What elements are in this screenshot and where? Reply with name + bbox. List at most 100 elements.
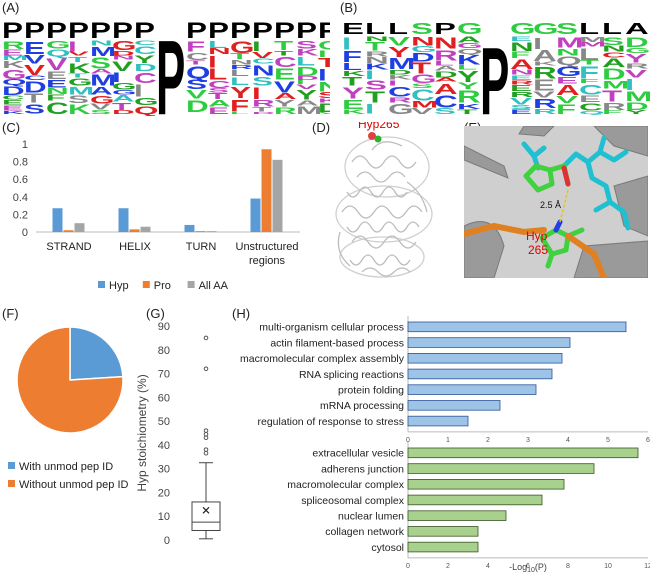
logo-glyph: T — [457, 109, 478, 116]
chart-f-slice — [69, 326, 124, 381]
logo-glyph: T — [579, 60, 600, 67]
logo-glyph: D — [112, 49, 135, 56]
logo-b-letter: S — [556, 20, 578, 37]
logo-glyph: K — [318, 97, 330, 103]
protein-cartoon — [335, 136, 433, 278]
chart-c-bar — [261, 149, 272, 232]
logo-glyph: I — [365, 101, 374, 116]
chart-g-boxplot: 0 10 20 30 40 50 60 70 80 90 Hyp stoichiometry (%) — [135, 321, 221, 547]
logo-glyph: L — [230, 111, 249, 115]
logo-glyph: C — [318, 39, 330, 53]
logo-a-letter: P — [46, 18, 67, 43]
logo-glyph: N — [434, 35, 458, 52]
logo-glyph: Y — [457, 69, 479, 86]
logo-b-letter: P — [434, 20, 456, 37]
logo-glyph: S — [365, 78, 387, 93]
logo-a-letter: P — [230, 18, 251, 43]
chart-c-legend-swatch — [98, 281, 105, 288]
chart-h-category-label: spliceosomal complex — [301, 495, 404, 507]
logo-glyph: C — [134, 39, 157, 46]
logo-glyph: N — [208, 47, 231, 56]
logo-glyph: N — [365, 56, 389, 65]
orange-chain — [464, 222, 607, 278]
logo-glyph: R — [602, 101, 626, 112]
logo-glyph: L — [208, 39, 227, 50]
logo-glyph: R — [2, 39, 25, 51]
chart-h-bar — [407, 526, 479, 537]
logo-glyph: V — [556, 94, 579, 105]
logo-glyph: L — [579, 45, 599, 64]
chart-c-bar — [184, 224, 195, 232]
logo-a-letter: P — [2, 18, 23, 43]
logo-glyph: V — [625, 68, 648, 80]
logo-glyph: R — [457, 87, 481, 107]
logo-glyph: G — [46, 39, 70, 51]
logo-glyph: I — [533, 35, 542, 52]
logo-glyph: C — [186, 50, 209, 62]
logo-glyph: A — [434, 77, 458, 83]
logo-glyph: N — [510, 40, 534, 53]
chart-c-ytick: 1 — [22, 139, 28, 151]
logo-glyph: N — [602, 44, 626, 54]
logo-b-letter: G — [533, 20, 559, 37]
logo-glyph: N — [90, 39, 113, 47]
logo-glyph: Y — [274, 98, 296, 108]
logo-glyph: V — [24, 53, 45, 66]
chart-g-ytick: 60 — [158, 392, 170, 404]
logo-glyph: C — [2, 94, 25, 100]
chart-g-ytick: 80 — [158, 345, 170, 357]
logo-glyph: L — [457, 64, 477, 71]
hyp265-atom-red — [368, 132, 376, 140]
logo-glyph: G — [411, 45, 437, 54]
logo-glyph: T — [230, 52, 249, 61]
logo-glyph: D — [602, 66, 626, 83]
logo-glyph: S — [411, 83, 433, 90]
logo-glyph: A — [556, 82, 580, 98]
logo-glyph: K — [342, 109, 366, 116]
logo-glyph: G — [230, 39, 254, 57]
logo-glyph: T — [112, 100, 132, 112]
logo-glyph: K — [457, 53, 481, 68]
logo-glyph: V — [533, 90, 555, 100]
logo-glyph: L — [230, 75, 249, 87]
chart-f-legend-label: Without unmod pep ID — [19, 479, 129, 491]
chart-c-bar — [140, 226, 151, 232]
chart-h-bar — [407, 384, 537, 395]
logo-glyph: E — [533, 77, 555, 94]
chart-c-ytick: 0.4 — [13, 192, 28, 204]
hyp265-label: Hyp265 — [358, 122, 400, 131]
logo-glyph: N — [252, 63, 275, 79]
chart-h-category-label: extracellular vesicle — [312, 448, 404, 460]
logo-b-center-letter: P — [480, 27, 509, 116]
logo-glyph: R — [533, 65, 557, 83]
panel-label-f: (F) — [2, 306, 19, 321]
chart-h-bar — [407, 541, 479, 553]
chart-g-ytick: 50 — [158, 416, 170, 428]
logo-b-letter: G — [457, 20, 483, 37]
chart-h-category-label: protein folding — [338, 385, 404, 397]
chart-h-xtick: 8 — [566, 563, 570, 570]
chart-g-ytick: 70 — [158, 369, 170, 381]
chart-g-outlier — [203, 428, 209, 433]
logo-glyph: C — [134, 70, 157, 86]
logo-glyph: L — [208, 67, 227, 84]
panel-label-b: (B) — [340, 0, 358, 15]
chart-c-secondary-structure: 0 0.2 0.4 0.6 0.8 1 STRAND HELIX TURN Unstructure… — [13, 139, 300, 292]
logo-glyph: M — [579, 35, 606, 43]
logo-glyph: V — [90, 102, 112, 111]
logo-glyph: E — [510, 108, 532, 115]
logo-glyph: R — [625, 62, 649, 71]
logo-glyph: T — [252, 106, 271, 114]
logo-glyph: S — [602, 35, 624, 47]
chart-c-bar — [74, 223, 85, 232]
chart-g-outlier — [203, 431, 209, 437]
logo-glyph: Y — [230, 84, 251, 102]
logo-glyph: E — [510, 84, 532, 93]
logo-glyph: N — [510, 68, 534, 76]
